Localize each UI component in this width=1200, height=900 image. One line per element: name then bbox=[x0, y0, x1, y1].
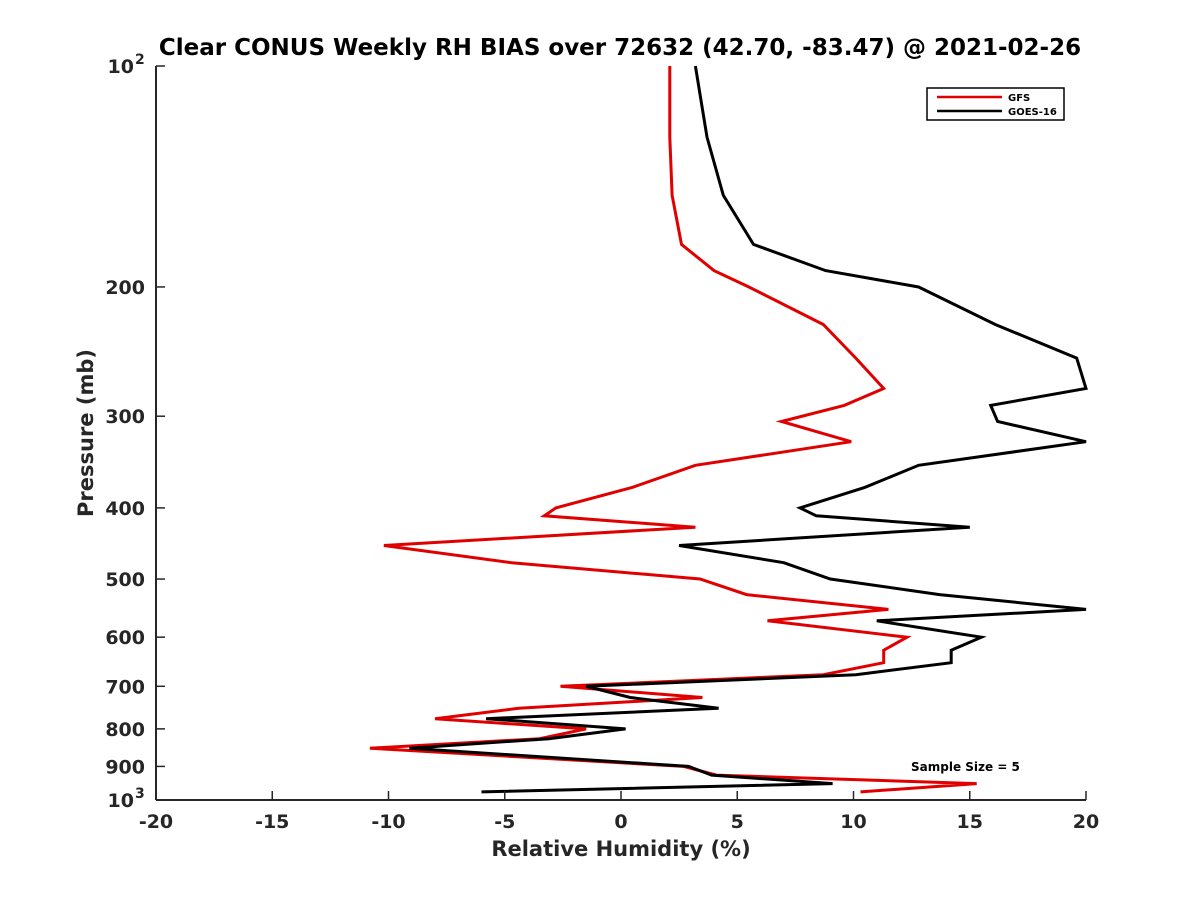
y-axis-label: Pressure (mb) bbox=[74, 349, 98, 517]
series-line-gfs bbox=[369, 66, 977, 794]
x-tick-label: 10 bbox=[840, 811, 866, 833]
y-tick-label: 300 bbox=[105, 406, 145, 428]
y-tick-label: 700 bbox=[105, 676, 145, 698]
x-tick-label: 5 bbox=[731, 811, 744, 833]
x-tick-label: -15 bbox=[255, 811, 289, 833]
x-tick-label: 15 bbox=[957, 811, 983, 833]
x-axis-label: Relative Humidity (%) bbox=[491, 837, 750, 861]
sample-size-annotation: Sample Size = 5 bbox=[911, 760, 1020, 774]
plot-lines bbox=[369, 65, 1088, 794]
legend: GFS GOES-16 bbox=[926, 87, 1065, 121]
y-tick-label: 600 bbox=[105, 627, 145, 649]
y-tick-label: 400 bbox=[105, 498, 145, 520]
x-tick-label: -5 bbox=[494, 811, 515, 833]
y-tick-label: 10 bbox=[108, 790, 134, 812]
legend-label-goes16: GOES-16 bbox=[1008, 107, 1057, 118]
legend-label-gfs: GFS bbox=[1008, 93, 1030, 104]
y-tick-label: 200 bbox=[105, 277, 145, 299]
y-tick-exponent: 3 bbox=[135, 786, 145, 802]
chart-title: Clear CONUS Weekly RH BIAS over 72632 (4… bbox=[159, 35, 1081, 61]
y-tick-exponent: 2 bbox=[135, 52, 145, 68]
y-tick-label: 900 bbox=[105, 756, 145, 778]
x-tick-label: -10 bbox=[371, 811, 405, 833]
y-tick-label: 800 bbox=[105, 719, 145, 741]
series-line-goes16 bbox=[409, 65, 1088, 794]
y-tick-label: 500 bbox=[105, 569, 145, 591]
y-tick-label: 10 bbox=[108, 56, 134, 78]
x-tick-label: 0 bbox=[614, 811, 627, 833]
x-tick-label: -20 bbox=[139, 811, 173, 833]
legend-box bbox=[926, 87, 1065, 121]
x-axis-ticks: -20 -15 -10 -5 0 5 10 15 20 bbox=[139, 791, 1099, 833]
x-tick-label: 20 bbox=[1073, 811, 1099, 833]
